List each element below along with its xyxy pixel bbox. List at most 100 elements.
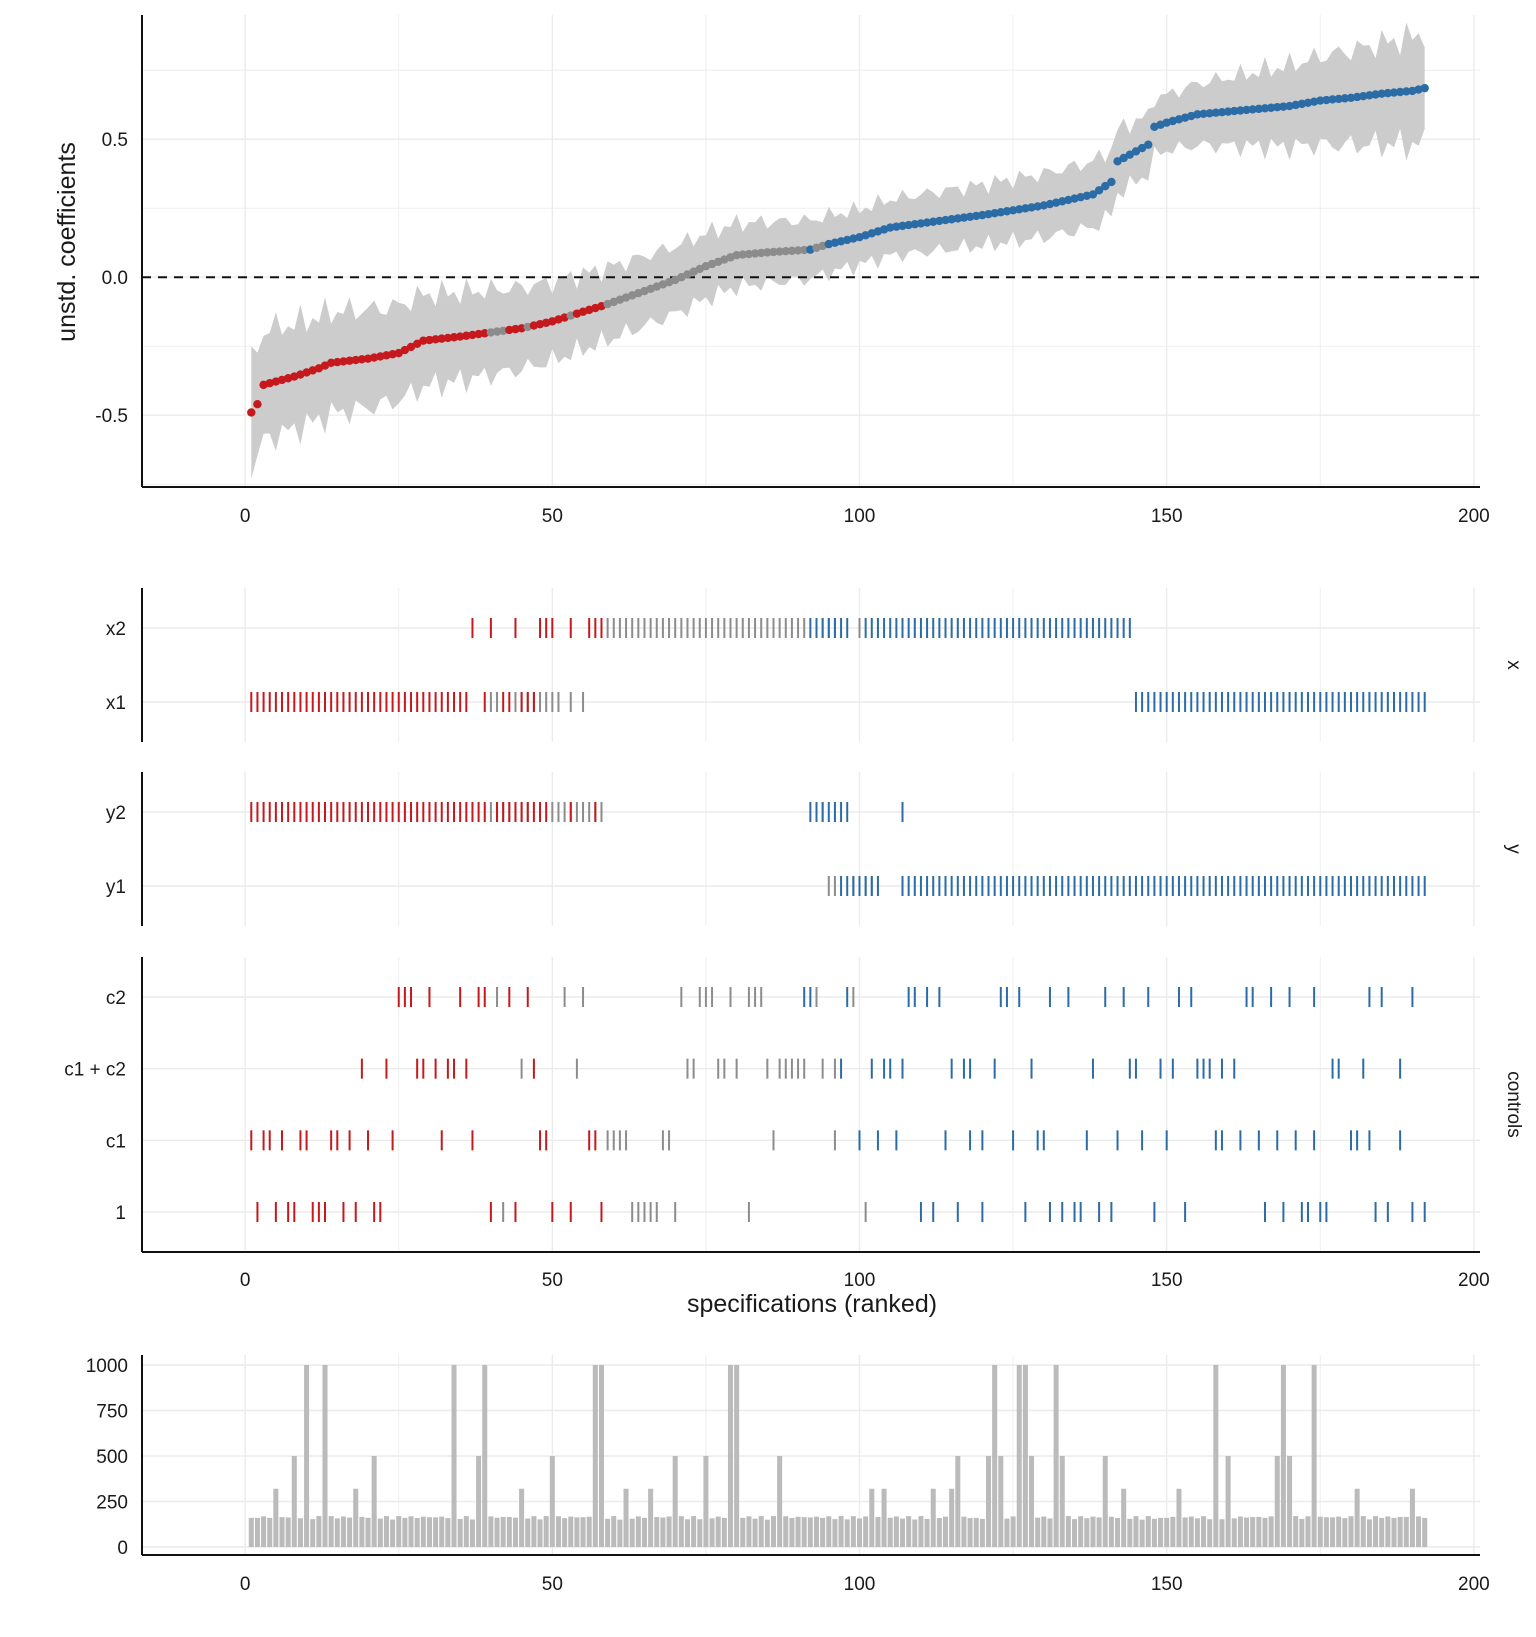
coefficient-point [1254, 104, 1264, 114]
sample-size-bar [1379, 1517, 1385, 1547]
sample-size-bar [1065, 1516, 1071, 1547]
coefficient-point [351, 355, 360, 365]
coefficient-point [492, 327, 502, 336]
sample-size-bar [500, 1516, 506, 1547]
sample-size-bar [1354, 1488, 1360, 1547]
coefficient-point [1088, 190, 1098, 199]
coefficient-point [1328, 95, 1337, 104]
sample-size-bar [469, 1519, 475, 1547]
coefficient-point [443, 333, 453, 343]
sample-size-bar [1029, 1456, 1035, 1547]
coefficient-point [1137, 143, 1147, 153]
sample-size-bar [611, 1516, 617, 1547]
x-tick-label: 100 [844, 1270, 876, 1291]
coefficient-point [1248, 105, 1257, 114]
sample-size-bar [629, 1518, 635, 1547]
coefficient-point [1383, 88, 1393, 98]
sample-size-bar [1188, 1516, 1194, 1547]
sample-size-bar [942, 1516, 949, 1547]
coefficient-point [339, 357, 348, 366]
sample-size-bar [1016, 1365, 1022, 1547]
sample-size-bar [1047, 1518, 1053, 1547]
sample-size-bar [494, 1517, 500, 1547]
sample-size-bar-panel: 0 250 500 750 1000 0 50 100 150 200 [86, 1355, 1490, 1595]
coefficient-curve-panel: -0.5 0.0 0.5 0 50 100 150 200 [95, 15, 1490, 527]
sample-size-bar [973, 1517, 979, 1547]
coefficient-point [800, 245, 809, 255]
bar-y-tick-label: 250 [96, 1493, 128, 1514]
coefficient-point [1236, 106, 1245, 115]
sample-size-bar [248, 1517, 254, 1547]
sample-size-bar [838, 1516, 844, 1547]
sample-size-bar [826, 1516, 832, 1547]
sample-size-bar [279, 1517, 285, 1547]
sample-size-bar [924, 1518, 930, 1547]
sample-size-bar [1004, 1518, 1010, 1547]
coefficient-point [1144, 140, 1153, 149]
coefficient-point [247, 408, 256, 417]
coefficient-point [744, 249, 754, 259]
sample-size-bar [1207, 1519, 1213, 1547]
row-label: x2 [106, 619, 126, 640]
sample-size-bar [813, 1516, 820, 1547]
sample-size-bar [488, 1516, 494, 1547]
coefficient-point [1377, 89, 1386, 98]
sample-size-bar [402, 1517, 408, 1547]
sample-size-bar [316, 1516, 322, 1547]
sample-size-bar [463, 1516, 469, 1547]
bar-y-tick-label: 1000 [86, 1356, 128, 1377]
x-tick-label: 50 [542, 1574, 563, 1595]
coefficient-point [253, 399, 262, 409]
coefficient-point [787, 246, 797, 256]
sample-size-bar [777, 1456, 783, 1547]
sample-size-bar [1403, 1516, 1409, 1547]
sample-size-bar [353, 1488, 359, 1547]
coefficient-point [732, 250, 741, 260]
sample-size-bar [1305, 1516, 1311, 1547]
coefficient-point [738, 250, 747, 259]
sample-size-bar [592, 1365, 598, 1547]
sample-size-bar [912, 1519, 918, 1547]
sample-size-bar [1219, 1519, 1225, 1547]
coefficient-point [947, 215, 956, 224]
coefficient-point [763, 248, 772, 257]
coefficient-point [1402, 87, 1411, 96]
x-tick-label: 0 [240, 1574, 251, 1595]
sample-size-bar [1237, 1516, 1243, 1547]
coefficient-point [419, 336, 428, 345]
sample-size-bar [1090, 1516, 1096, 1547]
sample-size-bar [678, 1516, 684, 1547]
sample-size-bar [1293, 1516, 1299, 1547]
coefficient-point [1094, 186, 1104, 195]
sample-size-bar [457, 1519, 463, 1547]
coefficient-point [511, 324, 520, 334]
sample-size-bar [562, 1518, 568, 1547]
strip-label: x [1503, 660, 1524, 670]
sample-size-bar [1342, 1518, 1348, 1547]
sample-size-bar [1041, 1516, 1047, 1547]
row-label: c1 [106, 1131, 126, 1152]
x-tick-label: 50 [542, 506, 563, 527]
sample-size-bar [1299, 1518, 1305, 1547]
coefficient-point [1340, 94, 1350, 103]
coefficient-point [898, 221, 907, 231]
sample-size-bar [709, 1518, 715, 1547]
sample-size-bar [1397, 1516, 1403, 1547]
sample-size-bar [1336, 1516, 1342, 1547]
sample-size-bar [875, 1517, 881, 1547]
sample-size-bar [1022, 1365, 1028, 1547]
sample-size-bar [764, 1519, 770, 1547]
sample-size-bar [426, 1517, 432, 1547]
sample-size-bar [1262, 1517, 1268, 1547]
sample-size-bar [955, 1456, 961, 1547]
sample-size-bar [641, 1517, 647, 1547]
sample-size-bar [721, 1517, 727, 1547]
sample-size-bar [635, 1516, 641, 1547]
sample-size-bar [285, 1517, 291, 1547]
sample-size-bar [998, 1456, 1004, 1547]
sample-size-bar [482, 1365, 488, 1547]
coefficient-point [1334, 94, 1343, 104]
coefficient-point [922, 218, 932, 227]
